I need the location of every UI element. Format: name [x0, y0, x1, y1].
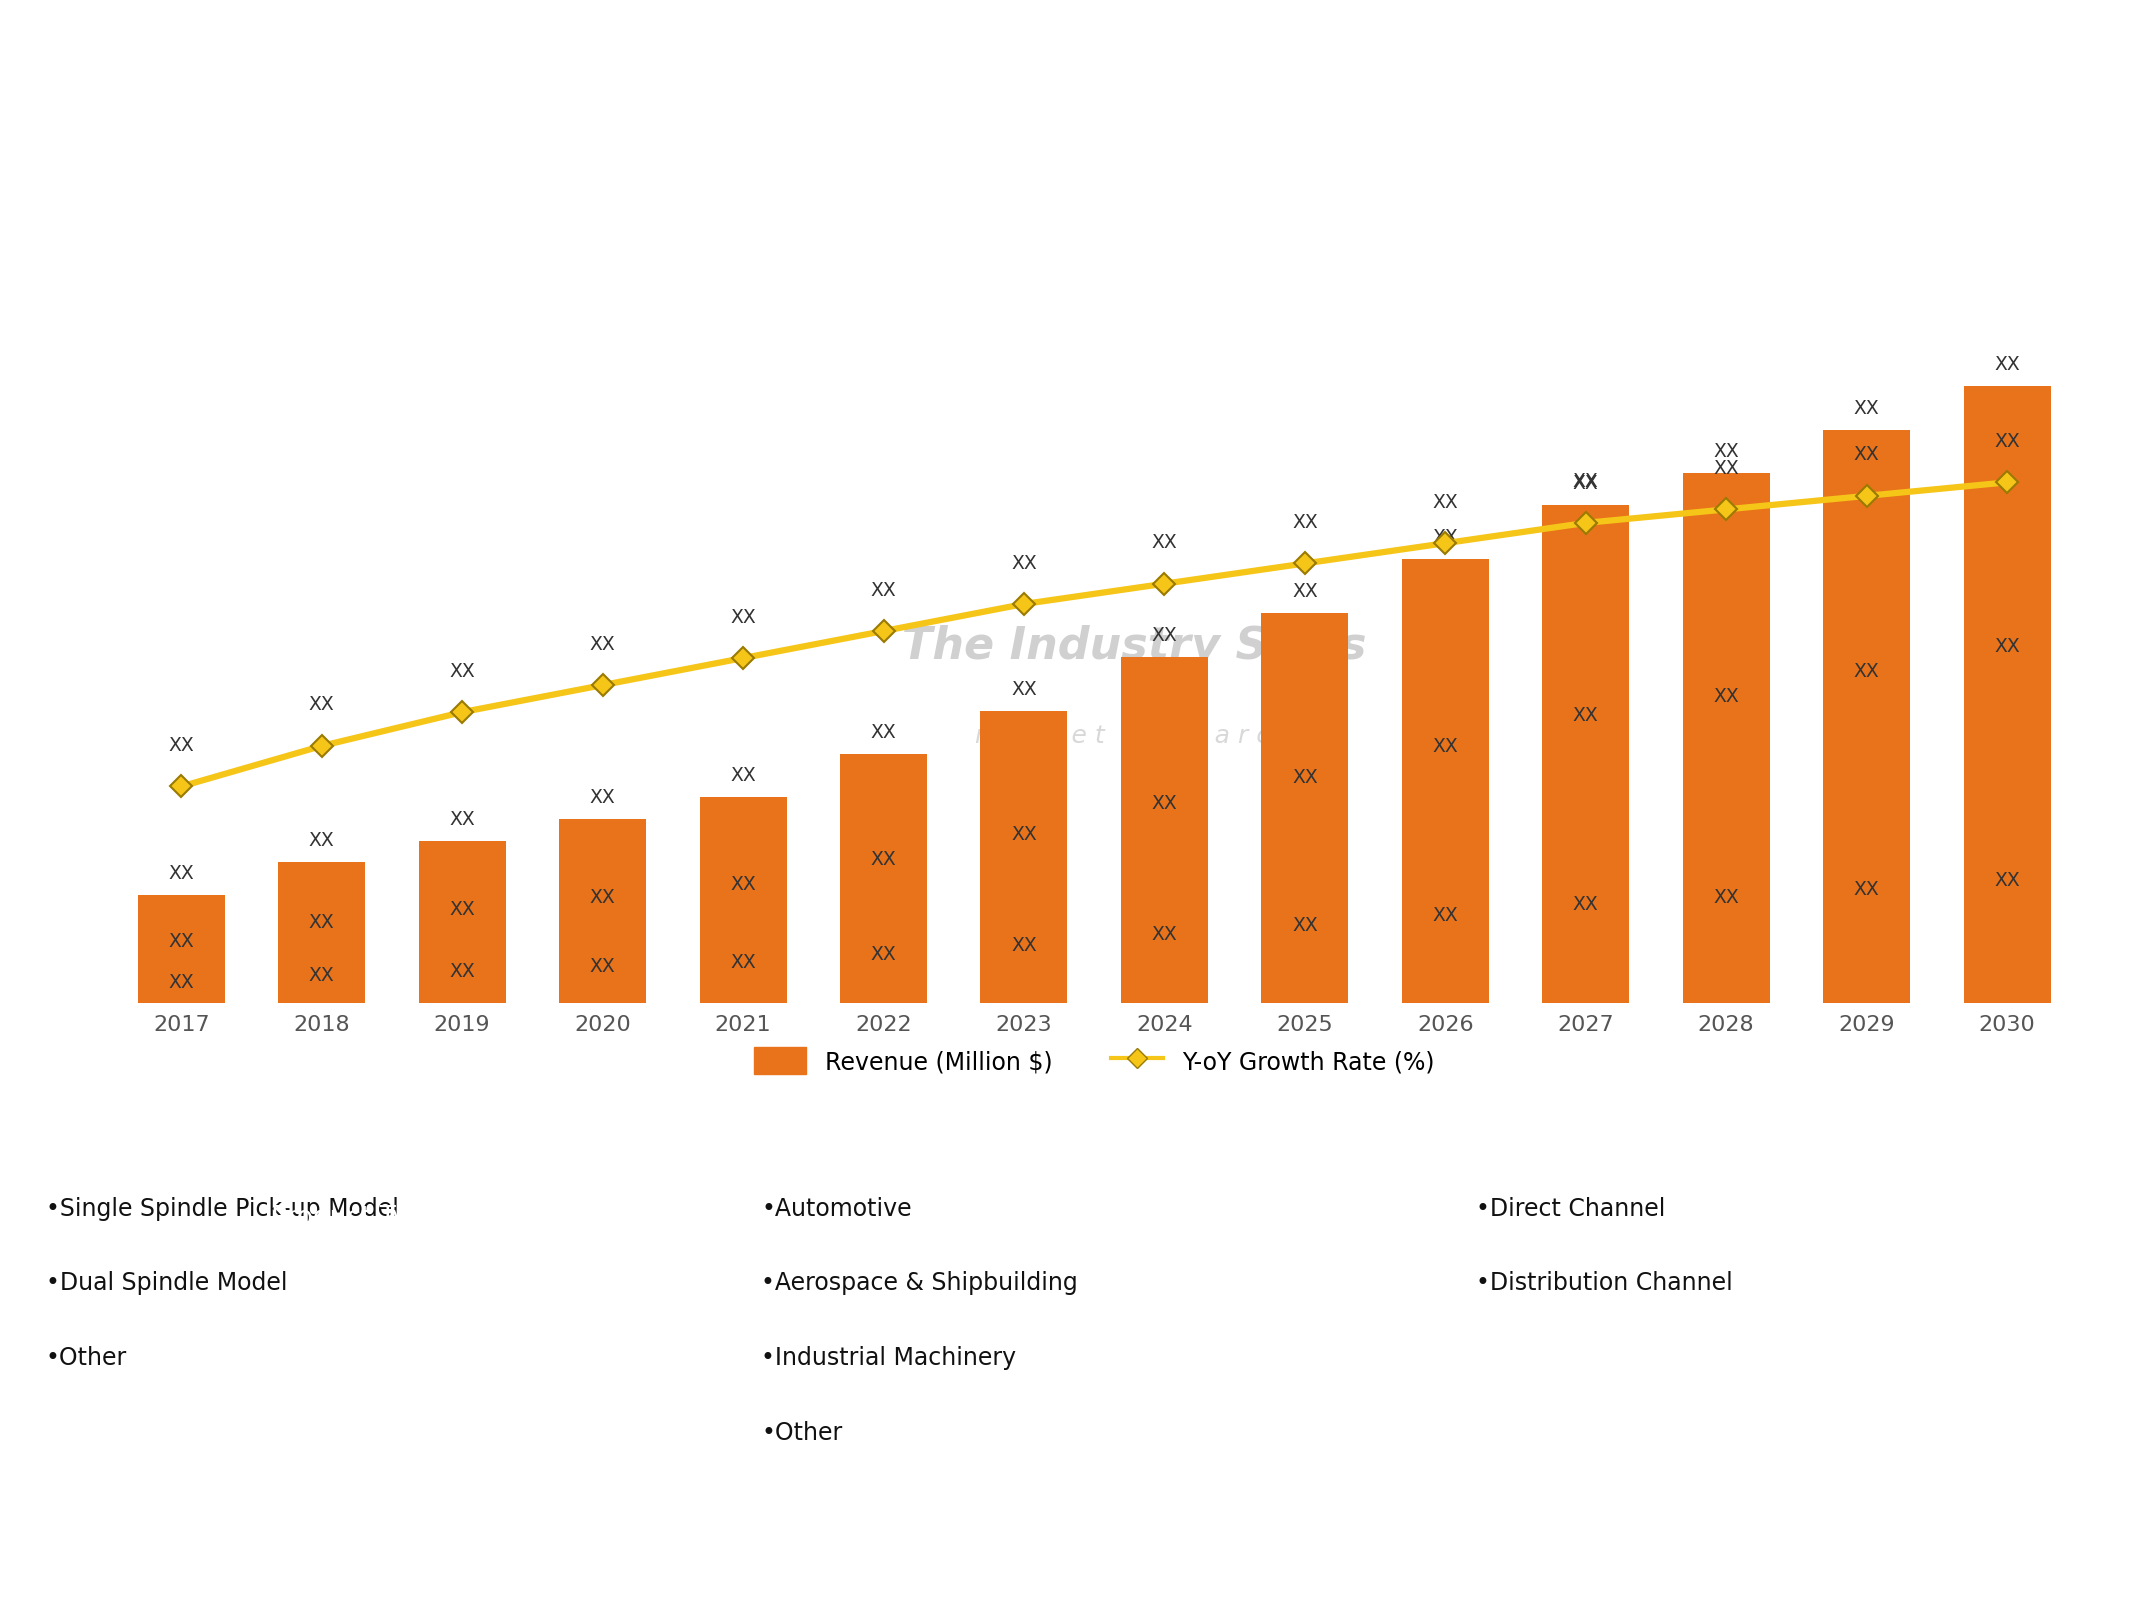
Bar [841, 754, 927, 1003]
Text: XX: XX [1011, 679, 1037, 698]
Text: m a r k e t   r e s e a r c h: m a r k e t r e s e a r c h [975, 724, 1294, 748]
Text: XX: XX [1854, 445, 1880, 464]
Text: XX: XX [308, 912, 334, 931]
Text: Website: www.theindustrystats.com: Website: www.theindustrystats.com [1701, 1526, 2130, 1547]
Text: Source: Theindustrystats Analysis: Source: Theindustrystats Analysis [26, 1526, 429, 1547]
Bar [1121, 658, 1207, 1003]
Text: XX: XX [308, 695, 334, 714]
Text: XX: XX [1994, 355, 2020, 374]
Text: XX: XX [1574, 473, 1598, 493]
Text: XX: XX [591, 888, 614, 907]
Text: Application: Application [1005, 1205, 1151, 1231]
Bar [699, 798, 787, 1003]
Text: XX: XX [1011, 554, 1037, 573]
Text: XX: XX [731, 875, 757, 894]
Text: XX: XX [1432, 493, 1457, 512]
Text: XX: XX [591, 957, 614, 976]
Bar [278, 862, 364, 1003]
Text: XX: XX [168, 973, 194, 990]
Text: XX: XX [1011, 936, 1037, 955]
Text: XX: XX [448, 809, 474, 828]
Text: XX: XX [168, 931, 194, 950]
Bar [1261, 615, 1348, 1003]
Bar [981, 711, 1067, 1003]
Text: XX: XX [871, 722, 897, 742]
Text: XX: XX [1854, 398, 1880, 417]
Text: XX: XX [1714, 459, 1740, 478]
Text: Fig. Global Vertical Turning Machine Market Status and Outlook: Fig. Global Vertical Turning Machine Mar… [28, 48, 1177, 79]
Text: XX: XX [448, 661, 474, 681]
Text: XX: XX [731, 952, 757, 971]
Bar [558, 820, 647, 1003]
Bar [1964, 387, 2050, 1003]
Text: XX: XX [1432, 905, 1457, 924]
Text: XX: XX [168, 863, 194, 883]
Text: XX: XX [1854, 661, 1880, 681]
Text: XX: XX [871, 944, 897, 963]
Text: XX: XX [1432, 737, 1457, 756]
Text: XX: XX [1151, 533, 1177, 552]
Text: XX: XX [1291, 767, 1317, 786]
Text: XX: XX [1574, 472, 1598, 491]
Text: XX: XX [1151, 924, 1177, 944]
Text: XX: XX [591, 788, 614, 806]
Bar [1401, 560, 1490, 1003]
Text: XX: XX [1151, 626, 1177, 644]
Text: XX: XX [448, 961, 474, 981]
Text: XX: XX [1291, 916, 1317, 934]
Text: Product Types: Product Types [272, 1205, 455, 1231]
Text: Sales Channels: Sales Channels [1692, 1205, 1893, 1231]
Bar [1542, 506, 1630, 1003]
Text: XX: XX [1011, 825, 1037, 843]
Text: •Automotive

•Aerospace & Shipbuilding

•Industrial Machinery

•Other: •Automotive •Aerospace & Shipbuilding •I… [761, 1196, 1078, 1443]
Text: Email: sales@theindustrystats.com: Email: sales@theindustrystats.com [871, 1526, 1285, 1547]
Text: XX: XX [168, 735, 194, 754]
Text: XX: XX [731, 766, 757, 785]
Legend: Revenue (Million $), Y-oY Growth Rate (%): Revenue (Million $), Y-oY Growth Rate (%… [744, 1038, 1445, 1083]
Bar [1824, 430, 1910, 1003]
Text: XX: XX [871, 849, 897, 868]
Text: XX: XX [1994, 870, 2020, 889]
Text: The Industry Stats: The Industry Stats [901, 624, 1367, 668]
Text: XX: XX [591, 634, 614, 653]
Text: XX: XX [731, 607, 757, 626]
Text: XX: XX [1291, 583, 1317, 602]
Text: XX: XX [1714, 441, 1740, 461]
Text: XX: XX [1994, 432, 2020, 451]
Bar [418, 841, 507, 1003]
Text: XX: XX [1714, 687, 1740, 706]
Text: XX: XX [1574, 705, 1598, 724]
Text: XX: XX [1574, 894, 1598, 913]
Bar [1682, 473, 1770, 1003]
Text: XX: XX [1854, 880, 1880, 899]
Text: XX: XX [1151, 793, 1177, 812]
Text: •Direct Channel

•Distribution Channel: •Direct Channel •Distribution Channel [1477, 1196, 1733, 1295]
Text: XX: XX [448, 900, 474, 918]
Text: XX: XX [1432, 528, 1457, 547]
Text: XX: XX [1714, 888, 1740, 907]
Text: XX: XX [1994, 636, 2020, 655]
Bar [138, 896, 224, 1003]
Text: XX: XX [308, 831, 334, 849]
Text: XX: XX [871, 581, 897, 599]
Text: •Single Spindle Pick-up Model

•Dual Spindle Model

•Other: •Single Spindle Pick-up Model •Dual Spin… [45, 1196, 399, 1369]
Text: XX: XX [1291, 512, 1317, 531]
Text: XX: XX [308, 966, 334, 984]
